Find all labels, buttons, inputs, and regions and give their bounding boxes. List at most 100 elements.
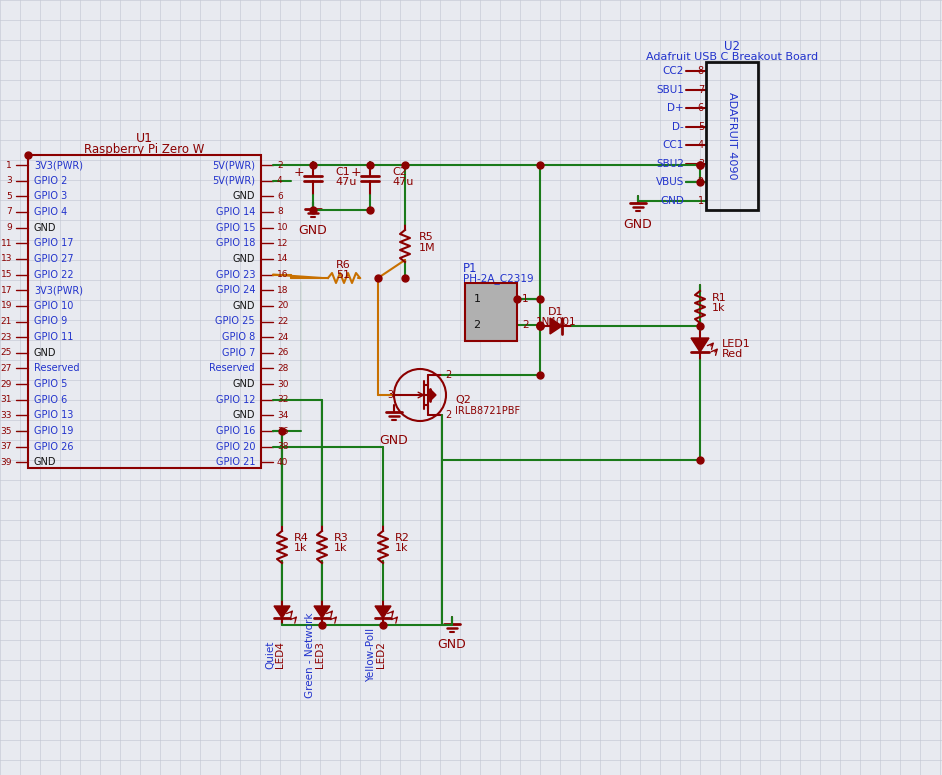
Text: 39: 39 [1, 458, 12, 467]
Text: GPIO 15: GPIO 15 [216, 222, 255, 232]
Text: GND: GND [233, 379, 255, 389]
Bar [706, 62, 758, 210]
Text: GPIO 4: GPIO 4 [34, 207, 67, 217]
Text: 31: 31 [1, 395, 12, 405]
Text: CC2: CC2 [662, 66, 684, 76]
Text: 7: 7 [7, 208, 12, 216]
Text: R1: R1 [712, 293, 726, 303]
Text: GND: GND [233, 191, 255, 202]
Text: GPIO 18: GPIO 18 [216, 238, 255, 248]
Text: C1: C1 [335, 167, 349, 177]
Text: 26: 26 [277, 348, 288, 357]
Text: 1k: 1k [334, 543, 348, 553]
Text: GPIO 27: GPIO 27 [34, 254, 73, 264]
Text: 8: 8 [698, 66, 704, 76]
Text: 51: 51 [336, 270, 350, 280]
Bar [28, 155, 261, 468]
Text: D+: D+ [667, 103, 684, 113]
Text: R3: R3 [334, 533, 349, 543]
Text: Red: Red [722, 349, 743, 359]
Text: 2: 2 [522, 320, 528, 330]
Text: LED4: LED4 [275, 642, 285, 668]
Text: 21: 21 [1, 317, 12, 326]
Text: GND: GND [34, 348, 57, 358]
Text: 47u: 47u [335, 177, 356, 187]
Text: GPIO 3: GPIO 3 [34, 191, 67, 202]
Text: GND: GND [233, 254, 255, 264]
Text: GPIO 26: GPIO 26 [34, 442, 73, 452]
Text: 16: 16 [277, 270, 288, 279]
Polygon shape [550, 318, 562, 334]
Text: 1k: 1k [294, 543, 307, 553]
Polygon shape [691, 338, 709, 352]
Text: Reserved: Reserved [34, 363, 79, 374]
Text: 3V3(PWR): 3V3(PWR) [34, 160, 83, 170]
Polygon shape [430, 389, 436, 401]
Text: P1: P1 [463, 263, 478, 275]
Text: 7: 7 [698, 84, 704, 95]
Text: 4: 4 [698, 140, 704, 150]
Text: 12: 12 [277, 239, 288, 248]
Text: 10: 10 [277, 223, 288, 232]
Text: 5V(PWR): 5V(PWR) [212, 176, 255, 186]
Text: 19: 19 [1, 301, 12, 310]
Text: 17: 17 [1, 286, 12, 295]
Text: GPIO 14: GPIO 14 [216, 207, 255, 217]
Text: 2: 2 [445, 370, 451, 380]
Text: CC1: CC1 [662, 140, 684, 150]
Text: R4: R4 [294, 533, 309, 543]
Text: GPIO 16: GPIO 16 [216, 426, 255, 436]
Text: 1: 1 [698, 196, 704, 205]
Text: GPIO 23: GPIO 23 [216, 270, 255, 280]
Text: 13: 13 [1, 254, 12, 264]
Text: 33: 33 [1, 411, 12, 420]
Bar [465, 283, 517, 341]
Text: 36: 36 [277, 426, 288, 436]
Text: GND: GND [34, 222, 57, 232]
Text: 15: 15 [1, 270, 12, 279]
Text: 1: 1 [7, 160, 12, 170]
Text: D-: D- [673, 122, 684, 132]
Polygon shape [375, 606, 391, 618]
Text: PH-2A_C2319: PH-2A_C2319 [463, 274, 533, 284]
Text: 47u: 47u [392, 177, 414, 187]
Text: 1N4001: 1N4001 [536, 317, 577, 327]
Text: 5: 5 [7, 191, 12, 201]
Text: GPIO 17: GPIO 17 [34, 238, 73, 248]
Text: 1k: 1k [395, 543, 409, 553]
Text: VBUS: VBUS [656, 177, 684, 188]
Text: GPIO 24: GPIO 24 [216, 285, 255, 295]
Text: GPIO 20: GPIO 20 [216, 442, 255, 452]
Text: 22: 22 [277, 317, 288, 326]
Text: Green - Network: Green - Network [305, 612, 315, 698]
Text: Q2: Q2 [455, 395, 471, 405]
Text: U2: U2 [724, 40, 740, 53]
Text: GND: GND [660, 196, 684, 205]
Text: GND: GND [233, 411, 255, 420]
Text: 38: 38 [277, 443, 288, 451]
Text: LED1: LED1 [722, 339, 751, 349]
Text: 32: 32 [277, 395, 288, 405]
Text: U1: U1 [136, 132, 153, 144]
Text: 29: 29 [1, 380, 12, 388]
Text: GPIO 10: GPIO 10 [34, 301, 73, 311]
Text: 8: 8 [277, 208, 283, 216]
Text: R2: R2 [395, 533, 410, 543]
Text: GND: GND [34, 457, 57, 467]
Text: 2: 2 [277, 160, 283, 170]
Text: GPIO 19: GPIO 19 [34, 426, 73, 436]
Text: 1: 1 [474, 294, 480, 304]
Text: Adafruit USB C Breakout Board: Adafruit USB C Breakout Board [646, 52, 818, 62]
Text: GPIO 5: GPIO 5 [34, 379, 68, 389]
Text: GPIO 9: GPIO 9 [34, 316, 67, 326]
Text: C2: C2 [392, 167, 407, 177]
Text: R5: R5 [419, 232, 433, 242]
Text: 2: 2 [698, 177, 704, 188]
Text: 2: 2 [474, 320, 480, 330]
Text: 4: 4 [277, 176, 283, 185]
Text: 14: 14 [277, 254, 288, 264]
Text: 35: 35 [1, 426, 12, 436]
Text: SBU2: SBU2 [657, 159, 684, 169]
Text: 11: 11 [1, 239, 12, 248]
Text: GPIO 11: GPIO 11 [34, 332, 73, 342]
